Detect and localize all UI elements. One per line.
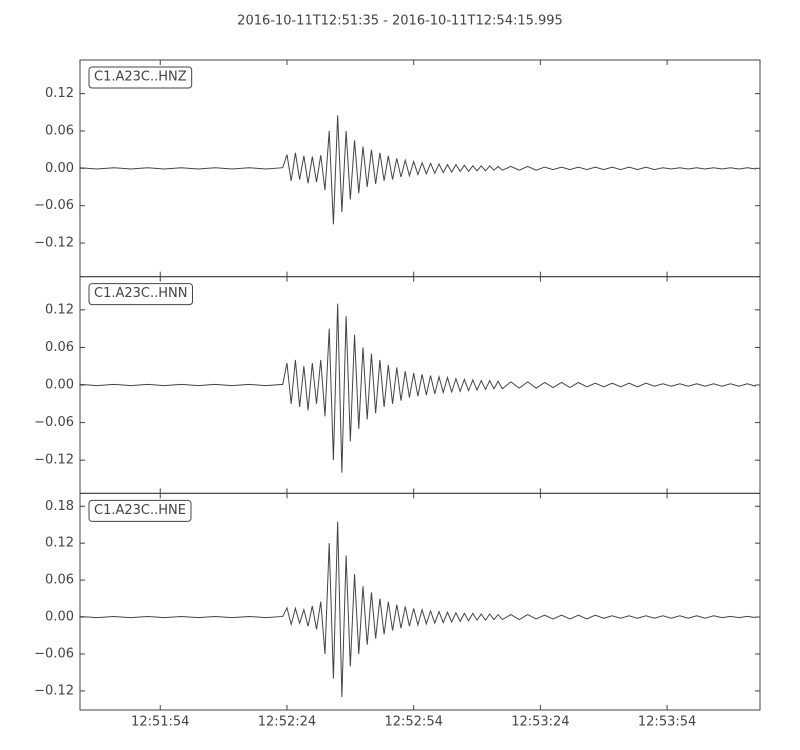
plot-area <box>80 521 756 698</box>
x-tick-label: 12:53:54 <box>638 715 696 730</box>
y-tick-label: 0.12 <box>45 536 74 551</box>
y-tick-label: −0.06 <box>34 198 74 213</box>
y-tick-label: 0.06 <box>45 573 74 588</box>
x-tick-label: 12:52:24 <box>258 715 316 730</box>
y-tick-label: 0.12 <box>45 86 74 101</box>
x-tick-label: 12:52:54 <box>384 715 442 730</box>
y-tick-label: 0.06 <box>45 340 74 355</box>
chart-title: 2016-10-11T12:51:35 - 2016-10-11T12:54:1… <box>237 14 563 29</box>
y-tick-label: 0.00 <box>45 610 74 625</box>
x-tick-label: 12:53:24 <box>511 715 569 730</box>
y-tick-label: 0.06 <box>45 123 74 138</box>
waveform <box>80 521 756 698</box>
plot-area <box>80 115 756 225</box>
waveform <box>80 303 756 473</box>
legend-label: C1.A23C..HNZ <box>94 70 187 85</box>
axes-frame <box>79 492 761 711</box>
y-tick-label: 0.00 <box>45 378 74 393</box>
x-tick-label: 12:51:54 <box>131 715 189 730</box>
legend-box <box>88 283 193 306</box>
legend-label: C1.A23C..HNE <box>94 503 186 518</box>
y-tick-label: −0.12 <box>34 453 74 468</box>
y-tick-label: 0.12 <box>45 302 74 317</box>
y-tick-label: −0.12 <box>34 683 74 698</box>
legend-label: C1.A23C..HNN <box>94 286 187 301</box>
y-tick-label: 0.00 <box>45 161 74 176</box>
y-tick-label: 0.18 <box>45 499 74 514</box>
plot-area <box>80 303 756 473</box>
y-tick-label: −0.06 <box>34 415 74 430</box>
y-tick-label: −0.12 <box>34 236 74 251</box>
legend-box <box>88 66 193 89</box>
waveform <box>80 115 756 225</box>
y-tick-label: −0.06 <box>34 646 74 661</box>
legend-box <box>88 499 192 522</box>
